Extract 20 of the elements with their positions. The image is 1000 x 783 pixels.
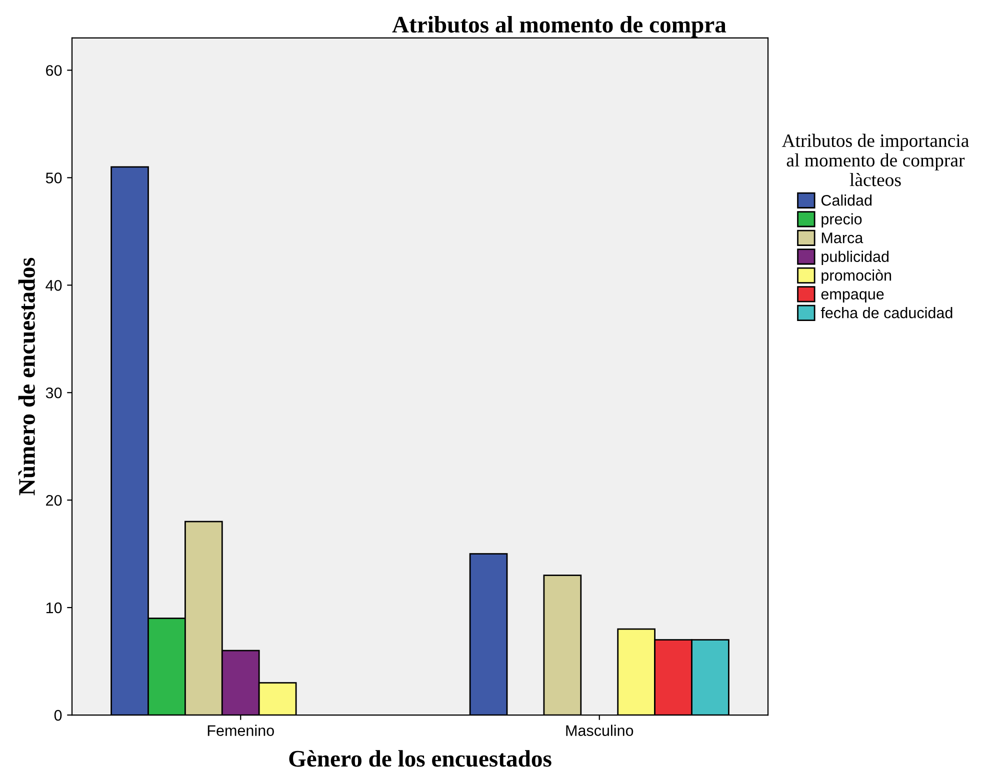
legend-label: publicidad	[822, 250, 889, 266]
y-tick-label: 50	[46, 172, 62, 184]
y-tick-label: 40	[46, 280, 62, 291]
legend-label: precio	[822, 213, 862, 228]
y-tick-label: 10	[46, 602, 62, 614]
legend-label: Marca	[822, 232, 864, 244]
legend-label: promociòn	[822, 269, 892, 284]
y-axis-title: Nùmero de encuestados	[18, 258, 35, 496]
y-tick-label: 0	[54, 710, 62, 721]
x-tick-label: Femenino	[208, 724, 274, 736]
chart-title: Atributos al momento de compra	[392, 16, 726, 38]
legend-label: empaque	[821, 291, 884, 303]
legend-label: Calidad	[821, 194, 872, 206]
x-axis-title: Gènero de los encuestados	[289, 750, 552, 767]
y-tick-label: 60	[46, 65, 62, 76]
x-tick-label: Masculino	[566, 724, 634, 736]
y-tick-label: 20	[46, 494, 62, 506]
legend-label: fecha de caducidad	[820, 307, 952, 318]
y-tick-label: 30	[46, 387, 62, 398]
legend-title: Atributos de importancia al momento de comprar làcteos	[782, 134, 969, 186]
